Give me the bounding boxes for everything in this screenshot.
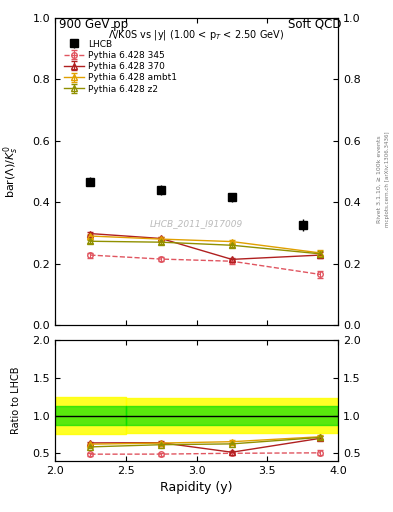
Text: $\bar{\Lambda}$/K0S vs |y| (1.00 < p$_T$ < 2.50 GeV): $\bar{\Lambda}$/K0S vs |y| (1.00 < p$_T$… (108, 27, 285, 43)
Y-axis label: bar($\Lambda$)/$K^0_s$: bar($\Lambda$)/$K^0_s$ (2, 145, 21, 198)
Text: LHCB_2011_I917009: LHCB_2011_I917009 (150, 219, 243, 228)
X-axis label: Rapidity (y): Rapidity (y) (160, 481, 233, 494)
Text: Rivet 3.1.10, ≥ 100k events: Rivet 3.1.10, ≥ 100k events (377, 135, 382, 223)
Y-axis label: Ratio to LHCB: Ratio to LHCB (11, 367, 21, 434)
Legend: LHCB, Pythia 6.428 345, Pythia 6.428 370, Pythia 6.428 ambt1, Pythia 6.428 z2: LHCB, Pythia 6.428 345, Pythia 6.428 370… (62, 38, 178, 95)
Text: mcplots.cern.ch [arXiv:1306.3436]: mcplots.cern.ch [arXiv:1306.3436] (385, 132, 389, 227)
Text: Soft QCD: Soft QCD (288, 18, 342, 31)
Text: 900 GeV pp: 900 GeV pp (59, 18, 128, 31)
